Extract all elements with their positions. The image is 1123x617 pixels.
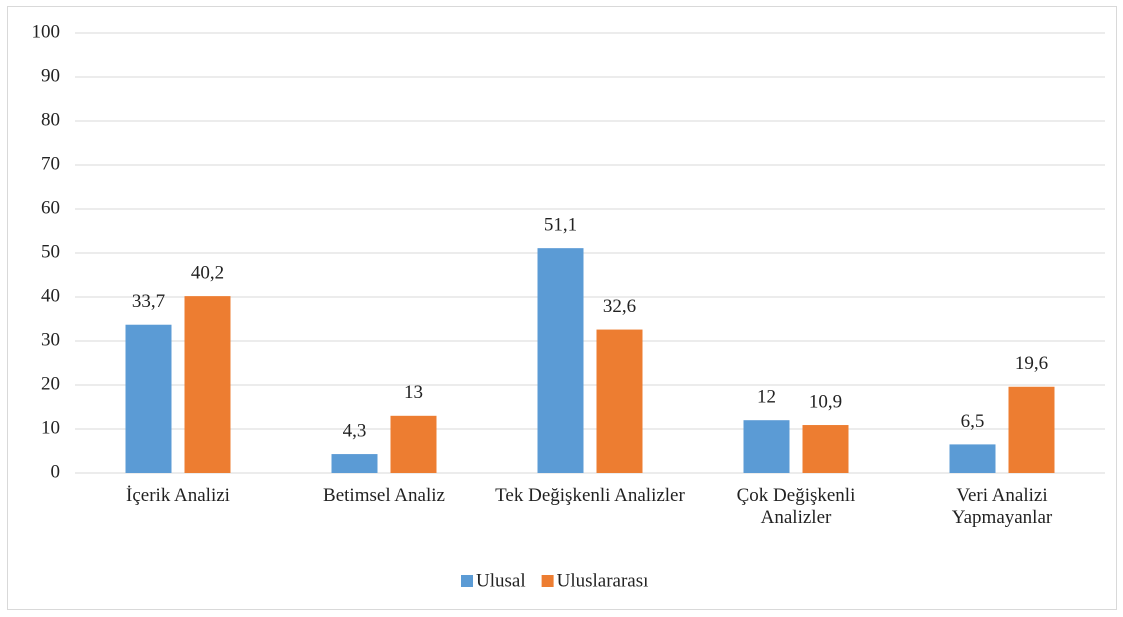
data-label: 6,5 <box>961 411 985 432</box>
legend-label: Uluslararası <box>557 570 649 591</box>
y-tick-label: 100 <box>32 21 61 42</box>
data-label: 33,7 <box>132 291 165 312</box>
bar <box>125 324 172 473</box>
data-label: 51,1 <box>544 215 577 236</box>
y-tick-label: 20 <box>41 373 60 394</box>
bar <box>743 420 790 473</box>
x-tick-label-box: Tek Değişkenli Analizler <box>495 485 685 506</box>
y-tick-label: 40 <box>41 285 60 306</box>
bar <box>1008 386 1055 473</box>
x-tick-label: Veri Analizi Yapmayanlar <box>951 485 1053 528</box>
legend-label: Ulusal <box>476 570 526 591</box>
bar <box>184 296 231 473</box>
y-tick-label: 30 <box>41 329 60 350</box>
data-label: 32,6 <box>603 296 636 317</box>
x-tick-label-box: Çok Değişkenli Analizler <box>736 485 856 528</box>
bar <box>331 454 378 473</box>
legend-swatch <box>541 575 554 587</box>
x-tick-label: Betimsel Analiz <box>323 485 445 506</box>
bar <box>802 425 849 473</box>
x-tick-label: İçerik Analizi <box>126 485 230 506</box>
data-label: 4,3 <box>343 420 367 441</box>
data-label: 12 <box>757 387 776 408</box>
legend-swatch <box>461 575 473 587</box>
y-tick-label: 70 <box>41 153 60 174</box>
y-tick-label: 10 <box>41 417 60 438</box>
y-tick-label: 50 <box>41 241 60 262</box>
bar <box>390 415 437 473</box>
bar <box>949 444 996 473</box>
x-tick-label-box: Betimsel Analiz <box>323 485 445 506</box>
data-label: 13 <box>404 382 423 403</box>
y-tick-label: 60 <box>41 197 60 218</box>
y-tick-label: 0 <box>51 461 61 482</box>
bar <box>596 329 643 473</box>
x-tick-label: Tek Değişkenli Analizler <box>495 485 685 506</box>
y-tick-label: 90 <box>41 65 60 86</box>
x-tick-label: Çok Değişkenli Analizler <box>736 485 856 528</box>
data-label: 19,6 <box>1015 353 1048 374</box>
x-tick-label-box: İçerik Analizi <box>126 485 230 506</box>
data-label: 40,2 <box>191 262 224 283</box>
bar <box>537 248 584 473</box>
data-label: 10,9 <box>809 391 842 412</box>
y-tick-label: 80 <box>41 109 60 130</box>
x-tick-label-box: Veri Analizi Yapmayanlar <box>951 485 1053 528</box>
